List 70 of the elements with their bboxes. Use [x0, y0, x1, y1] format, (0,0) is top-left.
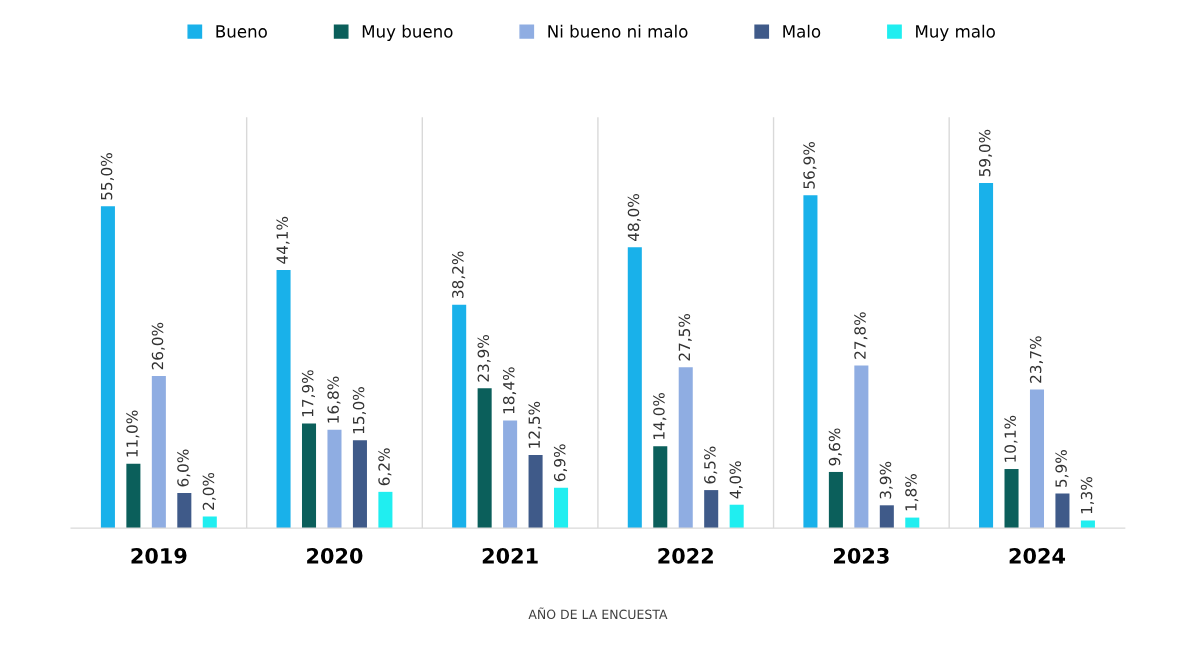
bar [653, 446, 668, 529]
data-label: 11,0% [126, 410, 140, 457]
x-tick-label: 2019 [131, 547, 187, 564]
legend-label: Muy bueno [362, 24, 453, 41]
x-tick-label: 2023 [834, 547, 889, 564]
data-label: 23,9% [477, 335, 491, 382]
bar [378, 491, 393, 529]
data-label: 4,0% [729, 461, 743, 499]
legend-label: Muy malo [916, 24, 995, 41]
data-label: 44,1% [276, 216, 290, 264]
bar [301, 423, 317, 529]
bar [854, 365, 869, 529]
x-tick-label: 2020 [307, 547, 363, 564]
bar [151, 376, 166, 529]
data-label: 12,5% [528, 401, 542, 448]
bar [627, 247, 642, 529]
data-label: 15,0% [352, 387, 366, 434]
x-tick-label: 2022 [658, 547, 713, 564]
data-label: 6,9% [553, 444, 568, 482]
data-label: 59,0% [978, 129, 993, 177]
bar [126, 463, 141, 529]
bar [177, 493, 192, 529]
bar [828, 471, 843, 529]
data-label: 6,5% [704, 446, 718, 484]
data-label: 6,0% [177, 449, 191, 487]
x-axis-title: AÑO DE LA ENCUESTA [528, 607, 668, 620]
data-label: 6,2% [378, 448, 392, 486]
bar [803, 195, 818, 529]
bar [1029, 389, 1045, 529]
data-label: 3,9% [879, 461, 893, 499]
x-tick-label: 2021 [482, 547, 538, 564]
data-label: 55,0% [100, 153, 114, 200]
legend-label: Bueno [216, 25, 267, 38]
data-label: 1,3% [1080, 476, 1094, 514]
data-label: 14,0% [653, 392, 667, 439]
data-label: 9,6% [828, 428, 842, 466]
data-label: 18,4% [502, 367, 517, 414]
x-tick-label: 2024 [1009, 547, 1066, 564]
bar [327, 429, 342, 529]
data-label: 27,8% [854, 312, 868, 359]
legend-label: Ni bueno ni malo [548, 24, 688, 38]
bar [678, 367, 693, 529]
bar [729, 504, 744, 529]
bar [352, 440, 367, 529]
data-label: 5,9% [1055, 450, 1069, 487]
data-label: 56,9% [803, 141, 817, 189]
data-label: 38,2% [452, 251, 466, 298]
data-label: 2,0% [202, 472, 216, 510]
bar [503, 420, 518, 529]
bar [477, 388, 492, 529]
bar [704, 490, 719, 529]
data-label: 16,8% [327, 376, 341, 423]
data-label: 10,1% [1004, 415, 1018, 462]
bar [452, 304, 467, 529]
data-label: 27,5% [678, 313, 692, 361]
bar [528, 454, 543, 529]
data-label: 17,9% [301, 370, 316, 417]
bar [879, 505, 894, 529]
bar [202, 516, 217, 529]
data-label: 1,8% [905, 474, 919, 511]
data-label: 23,7% [1029, 336, 1043, 383]
bar [979, 182, 994, 529]
data-label: 48,0% [627, 194, 641, 241]
legend-label: Malo [783, 24, 821, 38]
bar [1055, 493, 1070, 529]
bar [554, 487, 569, 529]
bar [1004, 469, 1019, 529]
bar [276, 270, 291, 529]
data-label: 26,0% [151, 322, 165, 370]
bar [100, 206, 115, 529]
